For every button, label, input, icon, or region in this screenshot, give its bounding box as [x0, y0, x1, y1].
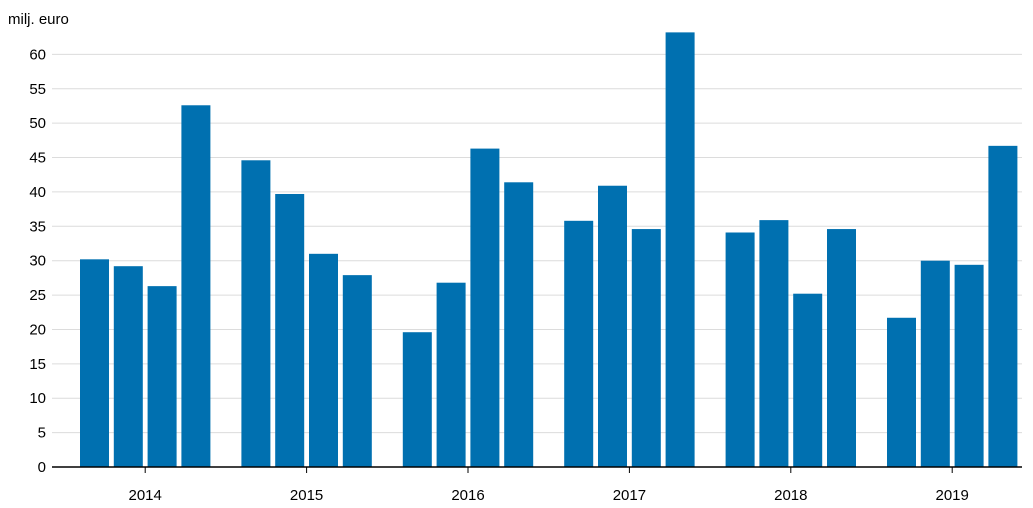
y-tick-label: 10 [29, 390, 46, 407]
y-tick-label: 0 [38, 459, 46, 476]
y-tick-label: 55 [29, 81, 46, 98]
bar [402, 332, 432, 467]
y-tick-label: 30 [29, 253, 46, 270]
bar [275, 193, 305, 468]
bar [241, 160, 271, 467]
bar [564, 220, 594, 467]
bar [759, 220, 789, 467]
y-tick-label: 15 [29, 356, 46, 373]
bar [113, 266, 143, 467]
y-tick-label: 50 [29, 115, 46, 132]
bar [887, 317, 916, 467]
x-tick-label: 2017 [613, 487, 646, 504]
bar [988, 145, 1018, 467]
y-tick-label: 25 [29, 287, 46, 304]
x-tick-label: 2016 [451, 487, 484, 504]
bar [504, 182, 534, 467]
x-tick-label: 2014 [129, 487, 162, 504]
bars [80, 32, 1018, 468]
y-tick-label: 35 [29, 218, 46, 235]
bar [827, 229, 856, 467]
x-tick-label: 2018 [774, 487, 807, 504]
y-axis-tick-labels: 0 5 10 15 20 25 30 35 40 45 50 55 60 [29, 46, 46, 476]
bar [436, 282, 466, 467]
bar [665, 32, 695, 468]
bar [309, 253, 338, 467]
bar [181, 105, 211, 467]
x-tick-label: 2015 [290, 487, 323, 504]
bar [342, 275, 372, 467]
bar [631, 229, 661, 467]
y-tick-label: 5 [38, 425, 46, 442]
bar [598, 185, 627, 468]
bar [793, 293, 823, 467]
y-tick-label: 60 [29, 46, 46, 63]
y-tick-label: 40 [29, 184, 46, 201]
y-tick-label: 20 [29, 321, 46, 338]
bar [920, 260, 950, 467]
y-axis-unit-label: milj. euro [8, 11, 69, 28]
x-tick-label: 2019 [936, 487, 969, 504]
bar [147, 286, 177, 467]
gridlines [52, 53, 1022, 434]
x-axis: 2014 2015 2016 2017 2018 2019 [52, 466, 1022, 504]
bar [725, 232, 755, 467]
bar [954, 264, 984, 467]
bar [80, 259, 109, 467]
y-tick-label: 45 [29, 150, 46, 167]
bar [470, 148, 500, 468]
